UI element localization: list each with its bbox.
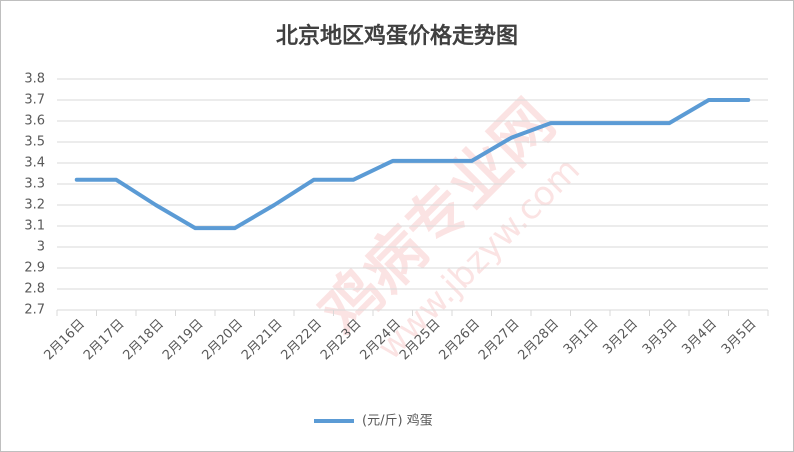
y-tick-label: 3.8 <box>24 72 45 87</box>
legend-label: (元/斤) 鸡蛋 <box>362 413 433 429</box>
y-tick-label: 3.5 <box>24 135 45 150</box>
chart-title: 北京地区鸡蛋价格走势图 <box>276 23 518 49</box>
y-tick-label: 2.7 <box>24 303 45 318</box>
y-tick-label: 2.8 <box>24 282 45 297</box>
y-tick-label: 3.3 <box>24 177 45 192</box>
y-tick-label: 3.2 <box>24 198 45 213</box>
y-tick-label: 3 <box>37 240 45 255</box>
y-tick-label: 3.7 <box>24 93 45 108</box>
series-line <box>74 98 751 231</box>
y-tick-label: 3.4 <box>24 156 45 171</box>
y-tick-label: 3.1 <box>24 219 45 234</box>
y-tick-label: 3.6 <box>24 114 45 129</box>
y-tick-label: 2.9 <box>24 261 45 276</box>
